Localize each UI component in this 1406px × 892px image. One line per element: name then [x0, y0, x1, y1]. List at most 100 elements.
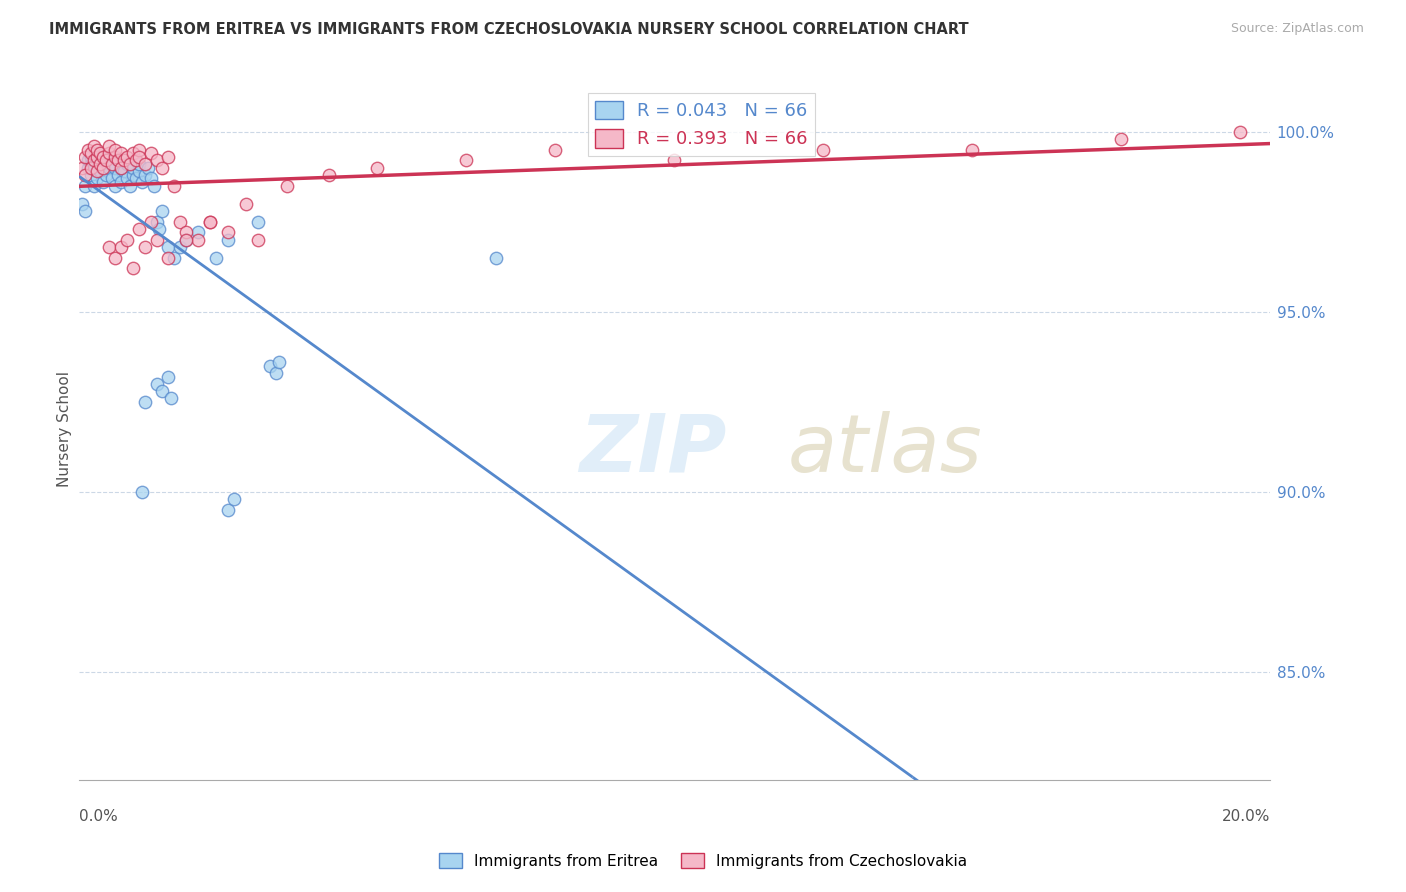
Point — [157, 150, 180, 164]
Point — [86, 153, 108, 168]
Y-axis label: Nursery School: Nursery School — [58, 371, 72, 487]
Point — [1229, 124, 1251, 138]
Point — [101, 171, 124, 186]
Point — [97, 240, 120, 254]
Point — [128, 143, 150, 157]
Point — [169, 240, 191, 254]
Point — [112, 164, 135, 178]
Point — [139, 214, 162, 228]
Point — [142, 178, 165, 193]
Point — [152, 161, 174, 175]
Point — [366, 161, 388, 175]
Point — [187, 233, 209, 247]
Point — [83, 139, 105, 153]
Point — [97, 139, 120, 153]
Point — [267, 355, 290, 369]
Point — [107, 168, 129, 182]
Point — [115, 157, 138, 171]
Point — [152, 384, 174, 398]
Point — [217, 503, 239, 517]
Point — [131, 485, 153, 500]
Point — [97, 161, 120, 175]
Point — [115, 150, 138, 164]
Point — [485, 251, 508, 265]
Point — [110, 146, 132, 161]
Point — [101, 157, 124, 171]
Point — [456, 153, 478, 168]
Point — [80, 157, 103, 171]
Point — [131, 175, 153, 189]
Point — [94, 153, 117, 168]
Point — [318, 168, 340, 182]
Point — [157, 240, 180, 254]
Text: 0.0%: 0.0% — [79, 809, 118, 824]
Point — [80, 146, 103, 161]
Point — [75, 178, 97, 193]
Point — [139, 146, 162, 161]
Point — [86, 146, 108, 161]
Point — [664, 153, 686, 168]
Point — [89, 164, 111, 178]
Point — [125, 153, 148, 168]
Point — [75, 150, 97, 164]
Point — [86, 164, 108, 178]
Point — [110, 175, 132, 189]
Point — [89, 146, 111, 161]
Point — [157, 251, 180, 265]
Text: 20.0%: 20.0% — [1222, 809, 1270, 824]
Point — [134, 240, 156, 254]
Point — [152, 203, 174, 218]
Point — [104, 143, 127, 157]
Point — [121, 168, 143, 182]
Point — [145, 214, 167, 228]
Point — [115, 233, 138, 247]
Point — [115, 171, 138, 186]
Point — [97, 150, 120, 164]
Point — [104, 251, 127, 265]
Text: ZIP: ZIP — [579, 411, 727, 489]
Point — [110, 161, 132, 175]
Point — [86, 171, 108, 186]
Point — [160, 391, 183, 405]
Point — [276, 178, 298, 193]
Point — [121, 261, 143, 276]
Text: IMMIGRANTS FROM ERITREA VS IMMIGRANTS FROM CZECHOSLOVAKIA NURSERY SCHOOL CORRELA: IMMIGRANTS FROM ERITREA VS IMMIGRANTS FR… — [49, 22, 969, 37]
Point — [107, 153, 129, 168]
Point — [89, 157, 111, 171]
Point — [246, 214, 269, 228]
Point — [145, 153, 167, 168]
Point — [80, 168, 103, 182]
Point — [80, 161, 103, 175]
Point — [222, 492, 245, 507]
Point — [1109, 132, 1132, 146]
Point — [110, 161, 132, 175]
Point — [91, 150, 114, 164]
Point — [91, 161, 114, 175]
Point — [94, 153, 117, 168]
Point — [198, 214, 221, 228]
Point — [80, 150, 103, 164]
Point — [83, 153, 105, 168]
Point — [169, 214, 191, 228]
Point — [77, 161, 100, 175]
Point — [217, 226, 239, 240]
Point — [77, 153, 100, 168]
Legend: R = 0.043   N = 66, R = 0.393   N = 66: R = 0.043 N = 66, R = 0.393 N = 66 — [588, 94, 814, 156]
Point — [139, 171, 162, 186]
Point — [75, 203, 97, 218]
Point — [104, 178, 127, 193]
Point — [174, 233, 197, 247]
Point — [145, 376, 167, 391]
Point — [94, 168, 117, 182]
Point — [86, 143, 108, 157]
Point — [121, 161, 143, 175]
Point — [101, 157, 124, 171]
Legend: Immigrants from Eritrea, Immigrants from Czechoslovakia: Immigrants from Eritrea, Immigrants from… — [433, 847, 973, 875]
Point — [163, 251, 186, 265]
Point — [136, 161, 159, 175]
Point — [104, 150, 127, 164]
Text: atlas: atlas — [787, 411, 983, 489]
Point — [104, 161, 127, 175]
Point — [83, 178, 105, 193]
Point — [134, 168, 156, 182]
